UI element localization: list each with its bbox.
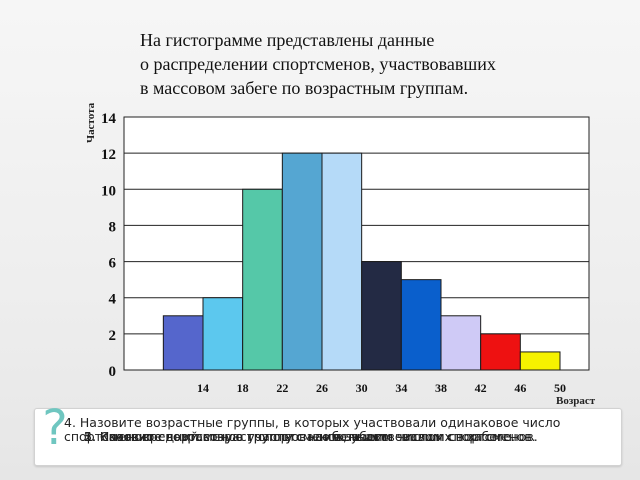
x-tick-34: 34 — [395, 381, 407, 395]
title-line-2: о распределении спортсменов, участвовавш… — [140, 54, 496, 74]
x-tick-18: 18 — [237, 381, 249, 395]
y-tick-10: 10 — [101, 183, 116, 199]
x-tick-50: 50 — [554, 381, 566, 395]
y-tick-14: 14 — [101, 111, 117, 127]
question-2: 2. Назовите возрастную группу с наибольш… — [84, 429, 536, 444]
bar-18-22 — [242, 188, 283, 371]
x-axis-label: Возраст — [556, 395, 596, 407]
question-5: 5. Каков средний возраст спортсменов, уч… — [84, 429, 516, 444]
y-tick-12: 12 — [101, 147, 116, 163]
x-tick-labels: 14 18 22 26 30 34 38 42 46 50 — [197, 381, 566, 395]
question-1: 1. Сколько спортсменов участвовало в заб… — [84, 429, 393, 444]
question-3: 3. Назовите возрастную группу с наименьш… — [84, 429, 538, 444]
x-tick-14: 14 — [197, 381, 209, 395]
slide-title: На гистограмме представлены данные о рас… — [140, 28, 610, 100]
x-tick-38: 38 — [435, 381, 447, 395]
bar-42-46 — [480, 333, 521, 371]
title-line-3: в массовом забеге по возрастным группам. — [140, 78, 469, 98]
y-tick-6: 6 — [109, 256, 117, 272]
bar-38-42 — [440, 315, 482, 371]
question-4: 4. Назовите возрастные группы, в которых… — [64, 415, 561, 444]
bars-group — [162, 152, 561, 371]
bar-10-14 — [162, 315, 204, 371]
y-tick-0: 0 — [109, 364, 117, 380]
question-box — [34, 408, 622, 466]
y-tick-2: 2 — [109, 328, 117, 344]
x-tick-42: 42 — [475, 381, 487, 395]
bar-30-34 — [361, 261, 402, 371]
bar-26-30 — [321, 152, 363, 371]
title-line-1: На гистограмме представлены данные — [140, 30, 435, 50]
x-tick-30: 30 — [356, 381, 368, 395]
x-tick-26: 26 — [316, 381, 328, 395]
x-tick-46: 46 — [514, 381, 526, 395]
question-mark-icon: ? — [42, 400, 68, 456]
bar-34-38 — [400, 279, 442, 371]
bar-14-18 — [202, 297, 244, 371]
bar-22-26 — [281, 152, 323, 371]
y-tick-labels: 0 2 4 6 8 10 12 14 — [101, 111, 117, 380]
y-tick-8: 8 — [109, 219, 117, 235]
x-tick-22: 22 — [276, 381, 288, 395]
y-tick-4: 4 — [109, 292, 117, 308]
y-axis-label: Частота — [85, 102, 97, 143]
bar-46-50 — [519, 351, 561, 371]
